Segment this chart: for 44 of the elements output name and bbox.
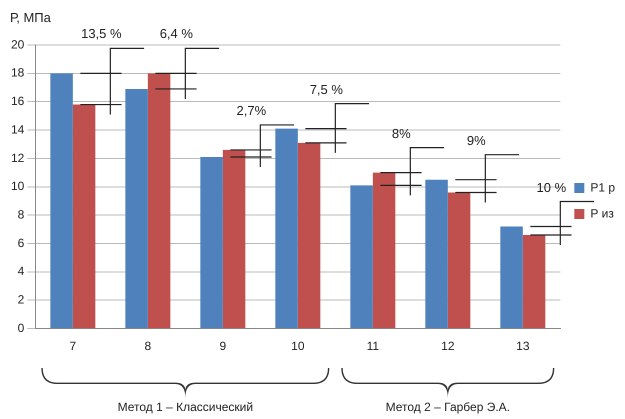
x-tick-label: 8 <box>144 339 152 354</box>
y-tick-label: 10 <box>10 179 25 194</box>
y-tick-label: 4 <box>18 264 25 278</box>
bar <box>350 185 373 328</box>
x-tick-label: 13 <box>516 339 530 354</box>
y-tick-label: 2 <box>18 292 25 307</box>
y-axis-title: Р, МПа <box>10 10 51 25</box>
bar <box>125 88 148 328</box>
bar <box>500 226 523 328</box>
x-tick-label: 9 <box>219 339 226 354</box>
annotation: 10 % <box>536 180 566 194</box>
x-tick-label: 7 <box>70 339 76 354</box>
y-tick-label: 14 <box>10 122 25 136</box>
y-tick-label: 16 <box>10 94 25 108</box>
bar <box>72 104 96 328</box>
bar <box>148 73 170 328</box>
x-tick-label: 10 <box>291 339 305 354</box>
y-tick-label: 6 <box>18 236 25 250</box>
text: 6,4 % <box>160 26 193 42</box>
x-tick-label: 12 <box>441 339 455 354</box>
text: Метод 1 – Классический <box>118 400 254 414</box>
bar <box>200 157 223 328</box>
bar <box>298 142 320 328</box>
annotation: 7,5 % <box>310 82 343 97</box>
y-tick-label: 12 <box>10 150 25 165</box>
bar <box>372 172 396 328</box>
annotation: 8% <box>392 126 411 141</box>
bar <box>522 235 546 328</box>
bar <box>50 73 73 328</box>
annotation: 9% <box>466 132 486 148</box>
text: 13,5 % <box>81 26 122 42</box>
bar <box>448 192 470 328</box>
y-tick-label: 18 <box>10 66 25 80</box>
text: Метод 2 – Гарбер Э.А. <box>386 400 510 414</box>
y-tick-label: 20 <box>10 37 25 52</box>
y-tick-label: 0 <box>18 320 25 335</box>
bar <box>425 180 448 328</box>
x-tick-label: 11 <box>366 339 380 354</box>
annotation: 2,7% <box>236 102 266 118</box>
legend-label: Р из <box>590 206 614 220</box>
y-tick-label: 8 <box>18 207 25 222</box>
bar <box>275 128 298 328</box>
bar <box>222 150 246 328</box>
legend-label: Р1 р <box>590 180 616 194</box>
